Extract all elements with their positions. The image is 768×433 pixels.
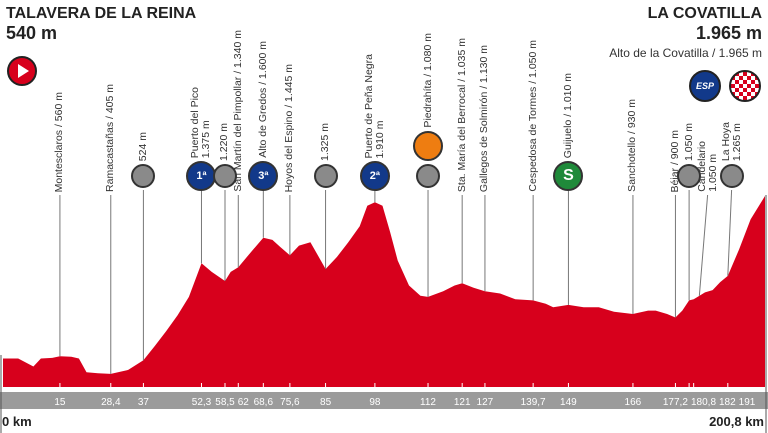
mountain-category-icon: 3ª bbox=[248, 161, 279, 191]
start-name: TALAVERA DE LA REINA bbox=[6, 5, 197, 22]
finish-climb-label: Alto de la Covatilla / 1.965 m bbox=[609, 46, 762, 60]
elevation-profile bbox=[3, 196, 765, 387]
km-tick-label: 112 bbox=[420, 397, 436, 408]
mountain-category-icon: 2ª bbox=[359, 161, 390, 191]
km-tick-label: 98 bbox=[369, 397, 381, 408]
km-tick-label: 127 bbox=[477, 397, 494, 408]
km-tick-label: 180,8 bbox=[691, 397, 716, 408]
start-icon bbox=[7, 56, 37, 86]
marker-label: Sta. María del Berrocal / 1.035 m bbox=[455, 37, 468, 192]
climb-icon bbox=[719, 164, 744, 188]
km-tick-label: 28,4 bbox=[101, 397, 121, 408]
km-tick-label: 68,6 bbox=[254, 397, 274, 408]
marker-label: Gallegos de Solmirón / 1.130 m bbox=[478, 44, 491, 192]
km-tick-label: 149 bbox=[560, 397, 577, 408]
esp-badge-text: ESP bbox=[695, 81, 714, 91]
km-tick-label: 37 bbox=[138, 397, 150, 408]
finish-km: 200,8 km bbox=[709, 414, 764, 429]
waste-zone-icon bbox=[677, 164, 702, 188]
km-tick-label: 191 bbox=[739, 397, 756, 408]
km-tick-label: 85 bbox=[320, 397, 332, 408]
marker-label: Sanchotello / 930 m bbox=[626, 99, 639, 192]
marker-label: Piedrahíta / 1.080 m bbox=[421, 33, 434, 128]
marker-leader-line bbox=[698, 194, 709, 296]
marker-leader-line bbox=[727, 189, 733, 276]
km-tick-label: 52,3 bbox=[192, 397, 212, 408]
km-tick-label: 139,7 bbox=[521, 397, 546, 408]
marker-label: Puerto del Pico 1.375 m bbox=[189, 86, 213, 158]
start-altitude: 540 m bbox=[6, 23, 58, 43]
km-tick-label: 58,5 bbox=[215, 397, 235, 408]
sprint-icon: S bbox=[553, 161, 584, 191]
km-tick-label: 166 bbox=[625, 397, 642, 408]
marker-label: Alto de Gredos / 1.600 m bbox=[256, 41, 269, 158]
marker-label: 524 m bbox=[136, 131, 149, 161]
finish-name: LA COVATILLA bbox=[647, 5, 762, 22]
finish-flag-icon bbox=[729, 70, 761, 102]
icon-text: 2ª bbox=[369, 170, 380, 182]
km-tick-label: 15 bbox=[54, 397, 66, 408]
feed-zone-icon bbox=[413, 131, 444, 161]
climb-icon bbox=[212, 164, 237, 188]
marker-label: San Martín del Pimpollar / 1.340 m bbox=[231, 30, 244, 192]
climb-icon bbox=[131, 164, 156, 188]
marker-label: La Hoya 1.265 m bbox=[719, 121, 743, 161]
marker-label: Candelario 1.050 m bbox=[695, 141, 719, 192]
marker-label: Hoyos del Espino / 1.445 m bbox=[283, 63, 296, 192]
km-tick-label: 121 bbox=[454, 397, 471, 408]
icon-text: S bbox=[563, 167, 574, 184]
marker-label: 1.325 m bbox=[319, 123, 332, 161]
mountain-category-icon: 1ª bbox=[186, 161, 217, 191]
icon-text: 3ª bbox=[258, 170, 269, 182]
finish-altitude: 1.965 m bbox=[695, 23, 762, 43]
icon-text: 1ª bbox=[196, 170, 207, 182]
km-tick-label: 182 bbox=[719, 397, 736, 408]
marker-label: 1.050 m bbox=[682, 123, 695, 161]
waste-zone-icon bbox=[416, 164, 441, 188]
climb-icon bbox=[313, 164, 338, 188]
start-km: 0 km bbox=[2, 414, 32, 429]
marker-label: 1.220 m bbox=[218, 123, 231, 161]
marker-label: Montesclaros / 560 m bbox=[53, 91, 66, 192]
km-tick-label: 62 bbox=[238, 397, 250, 408]
km-axis-band bbox=[0, 392, 768, 409]
marker-label: Puerto de Peña Negra 1.910 m bbox=[362, 53, 386, 159]
marker-label: Ramacastañas / 405 m bbox=[104, 84, 117, 192]
km-tick-label: 75,6 bbox=[280, 397, 300, 408]
especial-category-icon: ESP bbox=[689, 70, 721, 102]
marker-label: Guijuelo / 1.010 m bbox=[561, 72, 574, 158]
marker-label: Cespedosa de Tormes / 1.050 m bbox=[526, 40, 539, 192]
km-tick-label: 177,2 bbox=[663, 397, 688, 408]
